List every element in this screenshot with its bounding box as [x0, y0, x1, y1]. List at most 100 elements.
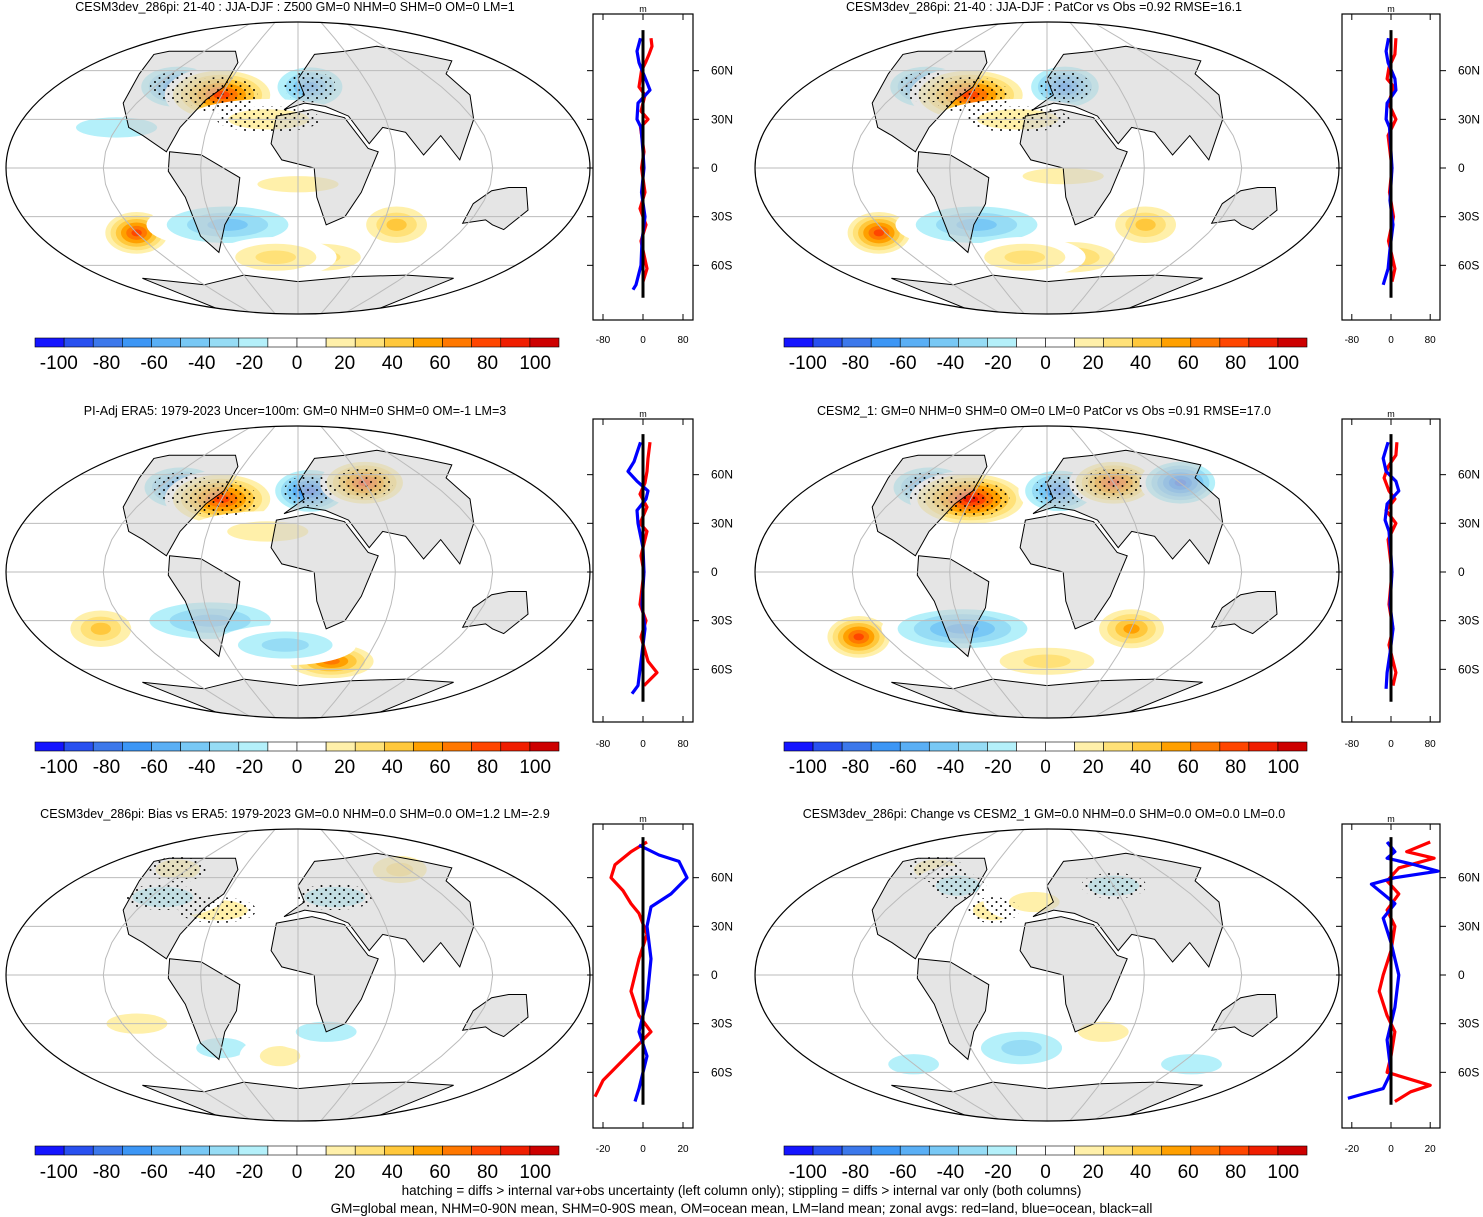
colorbar-tick-label: -40	[937, 757, 964, 778]
colorbar-swatch	[812, 1145, 843, 1156]
colorbar-swatch	[238, 337, 269, 348]
colorbar-swatch	[92, 1145, 123, 1156]
colorbar-tick-label: 40	[382, 1162, 403, 1183]
panel-1: CESM3dev_286pi: 21-40 : JJA-DJF : Z500 G…	[5, 0, 733, 374]
panel-2: CESM3dev_286pi: 21-40 : JJA-DJF : PatCor…	[754, 0, 1480, 374]
map	[755, 829, 1339, 1121]
zonal-x-tick-label: -20	[596, 1144, 611, 1155]
zonal-lat-tick-label: 30N	[711, 112, 733, 126]
stippling	[929, 872, 987, 899]
zonal-lat-tick-label: 30N	[711, 919, 733, 933]
colorbar-tick-label: -60	[889, 353, 916, 374]
colorbar-swatch	[354, 337, 385, 348]
colorbar-swatch	[180, 1145, 210, 1156]
colorbar-tick-label: 40	[382, 757, 403, 778]
graticule	[755, 22, 1339, 314]
zonal-lat-tick-label: 60S	[711, 662, 732, 676]
colorbar-swatch	[151, 1145, 181, 1156]
colorbar-tick-label: -80	[93, 1162, 120, 1183]
colorbar-swatch	[1161, 1145, 1192, 1156]
zonal-x-tick-label: 0	[640, 1144, 646, 1155]
colorbar-tick-label: 80	[1225, 757, 1246, 778]
colorbar-swatch	[354, 1145, 385, 1156]
colorbar-tick-label: 60	[1178, 757, 1199, 778]
footer-line-2: GM=global mean, NHM=0-90N mean, SHM=0-90…	[330, 1201, 1153, 1216]
colorbar-swatch	[1045, 337, 1075, 348]
colorbar-swatch	[812, 337, 843, 348]
colorbar-swatch	[899, 337, 930, 348]
colorbar-tick-label: 60	[429, 1162, 450, 1183]
zonal-x-tick-label: 80	[1425, 335, 1437, 346]
colorbar-swatch	[529, 1145, 560, 1156]
colorbar-swatch	[151, 741, 181, 752]
panel-3: PI-Adj ERA5: 1979-2023 Uncer=100m: GM=0 …	[5, 404, 733, 778]
colorbar-swatch	[1074, 741, 1104, 752]
colorbar-swatch	[1248, 741, 1279, 752]
zonal-units: m	[639, 409, 647, 419]
colorbar-swatch	[958, 1145, 988, 1156]
map	[755, 426, 1339, 718]
colorbar-tick-label: 20	[1082, 353, 1103, 374]
colorbar-tick-label: 0	[1040, 1162, 1051, 1183]
anomaly-field	[960, 1023, 1083, 1073]
land-outline	[461, 994, 529, 1038]
colorbar-swatch	[413, 337, 443, 348]
colorbar-swatch	[870, 337, 901, 348]
colorbar-tick-label: 20	[334, 757, 355, 778]
colorbar-swatch	[870, 741, 901, 752]
land-outline	[1210, 591, 1278, 635]
colorbar-swatch	[987, 1145, 1017, 1156]
colorbar-swatch	[442, 1145, 472, 1156]
colorbar-swatch	[296, 741, 327, 752]
colorbar-swatch	[899, 1145, 930, 1156]
colorbar-swatch	[296, 337, 327, 348]
colorbar-swatch	[442, 741, 472, 752]
zonal-x-tick-label: -80	[1345, 335, 1360, 346]
zonal-lat-tick-label: 0	[711, 968, 718, 982]
zonal-x-tick-label: 0	[1388, 335, 1394, 346]
colorbar-swatch	[1016, 741, 1046, 752]
colorbar-swatch	[209, 741, 240, 752]
colorbar-swatch	[267, 1145, 298, 1156]
colorbar-swatch	[34, 337, 65, 348]
zonal-lat-tick-label: 60S	[1458, 1065, 1479, 1079]
anomaly-field	[60, 604, 142, 654]
zonal-x-tick-label: 20	[677, 1144, 689, 1155]
colorbar-swatch	[34, 741, 65, 752]
colorbar-tick-label: -20	[984, 1162, 1011, 1183]
panel-4: CESM2_1: GM=0 NHM=0 SHM=0 OM=0 LM=0 PatC…	[754, 404, 1480, 778]
zonal-mean-plot: m 60N 30N 0 30S 60S -20 0 20	[587, 814, 733, 1155]
colorbar-tick-label: -40	[937, 1162, 964, 1183]
zonal-x-tick-label: 80	[1425, 739, 1437, 750]
zonal-mean-plot: m 60N 30N 0 30S 60S -80 0 80	[1336, 409, 1480, 750]
colorbar-tick-label: -100	[789, 757, 827, 778]
colorbar-swatch	[122, 741, 152, 752]
colorbar-swatch	[1103, 1145, 1133, 1156]
zonal-lat-tick-label: 0	[1458, 161, 1465, 175]
colorbar-tick-label: -100	[40, 757, 78, 778]
colorbar-swatch	[296, 1145, 327, 1156]
colorbar-swatch	[841, 1145, 872, 1156]
anomaly-field	[822, 612, 896, 662]
zonal-x-tick-label: -20	[1345, 1144, 1360, 1155]
colorbar-swatch	[841, 337, 872, 348]
colorbar-tick-label: 40	[382, 353, 403, 374]
colorbar-swatch	[529, 337, 560, 348]
colorbar-swatch	[1016, 1145, 1046, 1156]
zonal-x-tick-label: -80	[596, 335, 611, 346]
colorbar-swatch	[209, 1145, 240, 1156]
stippling	[1033, 475, 1085, 507]
colorbar-swatch	[413, 1145, 443, 1156]
footer-line-1: hatching = diffs > internal var+obs unce…	[401, 1183, 1082, 1198]
panel-title: CESM3dev_286pi: Bias vs ERA5: 1979-2023 …	[40, 807, 550, 821]
land-outline	[167, 151, 241, 254]
colorbar-tick-label: -60	[140, 1162, 167, 1183]
colorbar-tick-label: -40	[937, 353, 964, 374]
colorbar-tick-label: 0	[1040, 757, 1051, 778]
colorbar-tick-label: -40	[188, 353, 215, 374]
panel-title: CESM3dev_286pi: 21-40 : JJA-DJF : Z500 G…	[75, 0, 514, 14]
colorbar-swatch	[1103, 337, 1133, 348]
graticule	[6, 829, 590, 1121]
zonal-x-tick-label: 0	[1388, 739, 1394, 750]
colorbar-swatch	[354, 741, 385, 752]
